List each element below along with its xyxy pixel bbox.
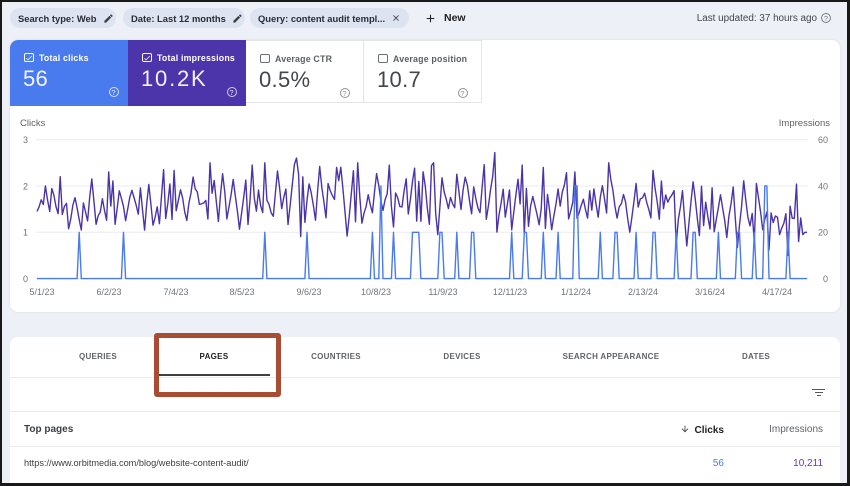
svg-text:6/2/23: 6/2/23 (96, 287, 121, 297)
svg-text:60: 60 (818, 135, 828, 145)
svg-text:9/6/23: 9/6/23 (296, 287, 321, 297)
svg-text:0: 0 (23, 274, 28, 284)
svg-text:1: 1 (23, 228, 28, 238)
svg-text:4/17/24: 4/17/24 (762, 287, 792, 297)
svg-text:3: 3 (23, 135, 28, 145)
svg-text:40: 40 (818, 181, 828, 191)
svg-text:1/12/24: 1/12/24 (561, 287, 591, 297)
svg-text:7/4/23: 7/4/23 (163, 287, 188, 297)
svg-text:2: 2 (23, 181, 28, 191)
svg-text:8/5/23: 8/5/23 (229, 287, 254, 297)
svg-text:5/1/23: 5/1/23 (29, 287, 54, 297)
svg-text:12/11/23: 12/11/23 (493, 287, 527, 297)
svg-text:3/16/24: 3/16/24 (695, 287, 725, 297)
svg-text:10/8/23: 10/8/23 (361, 287, 391, 297)
svg-text:0: 0 (823, 274, 828, 284)
svg-text:11/9/23: 11/9/23 (428, 287, 457, 297)
svg-text:20: 20 (818, 228, 828, 238)
svg-text:Clicks: Clicks (20, 118, 46, 129)
svg-text:2/13/24: 2/13/24 (628, 287, 658, 297)
svg-text:Impressions: Impressions (779, 118, 830, 129)
